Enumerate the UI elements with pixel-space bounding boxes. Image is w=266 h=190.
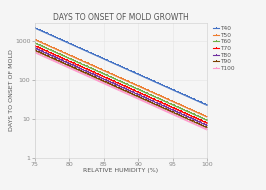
T100 xyxy=(191,123,194,125)
T90 xyxy=(197,123,200,125)
T70 xyxy=(65,59,68,62)
T60 xyxy=(191,113,194,115)
T90 xyxy=(206,127,209,129)
T40 xyxy=(79,48,82,50)
T70 xyxy=(40,48,43,50)
Y-axis label: DAYS TO ONSET OF MOLD: DAYS TO ONSET OF MOLD xyxy=(9,49,14,131)
Line: T90: T90 xyxy=(34,50,208,128)
T50 xyxy=(191,109,194,112)
T70 xyxy=(33,45,36,47)
T70 xyxy=(191,116,194,118)
T70 xyxy=(197,119,200,121)
T40 xyxy=(206,105,209,107)
T80 xyxy=(197,121,200,123)
T70 xyxy=(206,122,209,125)
T90 xyxy=(40,52,43,55)
T50 xyxy=(33,39,36,41)
T40 xyxy=(197,101,200,103)
Line: T80: T80 xyxy=(34,48,208,126)
T90 xyxy=(43,54,47,56)
T100 xyxy=(33,51,36,54)
T60 xyxy=(206,120,209,122)
T80 xyxy=(40,50,43,53)
Legend: T40, T50, T60, T70, T80, T90, T100: T40, T50, T60, T70, T80, T90, T100 xyxy=(212,26,235,71)
T100 xyxy=(197,125,200,127)
T60 xyxy=(40,45,43,47)
T40 xyxy=(65,41,68,44)
Line: T40: T40 xyxy=(34,28,208,106)
T60 xyxy=(65,56,68,59)
Line: T100: T100 xyxy=(34,52,208,131)
T80 xyxy=(33,47,36,49)
T40 xyxy=(40,30,43,32)
T50 xyxy=(65,53,68,55)
T60 xyxy=(33,42,36,44)
T80 xyxy=(79,68,82,70)
T80 xyxy=(191,118,194,120)
T80 xyxy=(206,125,209,127)
T90 xyxy=(65,64,68,66)
X-axis label: RELATIVE HUMIDITY (%): RELATIVE HUMIDITY (%) xyxy=(84,168,159,173)
T50 xyxy=(40,42,43,44)
T60 xyxy=(79,63,82,65)
T60 xyxy=(43,47,47,49)
T100 xyxy=(43,56,47,59)
T50 xyxy=(197,112,200,115)
T50 xyxy=(79,59,82,62)
T70 xyxy=(79,66,82,68)
T90 xyxy=(33,49,36,52)
T40 xyxy=(191,98,194,100)
T70 xyxy=(43,49,47,52)
Line: T70: T70 xyxy=(34,46,208,124)
T50 xyxy=(43,43,47,46)
T100 xyxy=(79,72,82,74)
T90 xyxy=(191,120,194,123)
Line: T50: T50 xyxy=(34,40,208,117)
T80 xyxy=(65,62,68,64)
T50 xyxy=(206,116,209,118)
T60 xyxy=(197,116,200,118)
T100 xyxy=(206,129,209,131)
T40 xyxy=(43,32,47,34)
T90 xyxy=(79,70,82,72)
T100 xyxy=(40,55,43,57)
T80 xyxy=(43,52,47,54)
Line: T60: T60 xyxy=(34,43,208,121)
Title: DAYS TO ONSET OF MOLD GROWTH: DAYS TO ONSET OF MOLD GROWTH xyxy=(53,13,189,22)
T100 xyxy=(65,66,68,68)
T40 xyxy=(33,27,36,29)
